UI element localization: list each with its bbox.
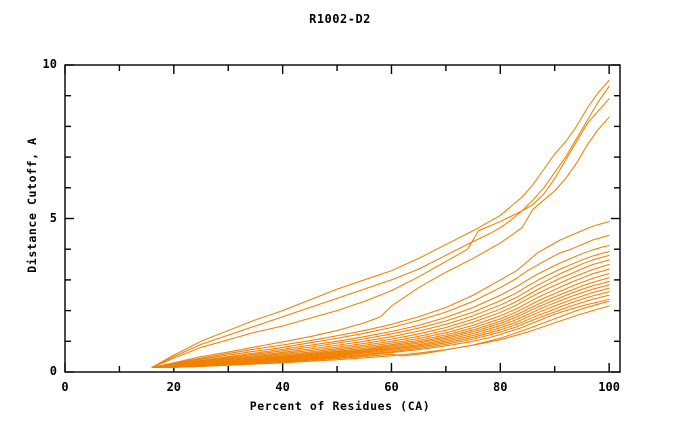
data-series-line [151, 221, 610, 368]
tick-marks [64, 64, 620, 373]
x-tick-label: 60 [384, 380, 399, 394]
y-tick-label: 0 [49, 364, 57, 378]
data-series-line [151, 234, 610, 368]
y-axis-label: Distance Cutoff, A [25, 137, 39, 273]
x-axis-label: Percent of Residues (CA) [249, 399, 431, 413]
data-series-line [151, 244, 610, 368]
data-series-line [151, 116, 610, 368]
data-series-line [151, 251, 610, 368]
x-tick-label: 40 [275, 380, 290, 394]
y-tick-label: 5 [49, 210, 57, 225]
data-lines [151, 79, 610, 368]
data-series-line [151, 259, 610, 368]
data-series-line [151, 98, 610, 368]
x-tick-label: 80 [493, 380, 508, 394]
y-tick-label: 10 [42, 57, 57, 71]
x-tick-label: 100 [598, 380, 620, 394]
data-series-line [151, 277, 610, 368]
data-series-line [151, 254, 610, 368]
data-series-line [151, 264, 610, 368]
data-series-line [151, 268, 610, 368]
data-series-line [151, 273, 610, 368]
x-tick-label: 0 [61, 380, 69, 394]
data-series-line [151, 291, 610, 368]
data-series-line [151, 287, 610, 368]
data-series-line [151, 280, 610, 368]
x-tick-label: 20 [166, 380, 182, 394]
data-series-line [151, 298, 610, 368]
chart-title: R1002-D2 [309, 12, 371, 26]
data-series-line [151, 85, 610, 368]
data-series-line [151, 79, 610, 368]
data-series-line [151, 305, 610, 368]
